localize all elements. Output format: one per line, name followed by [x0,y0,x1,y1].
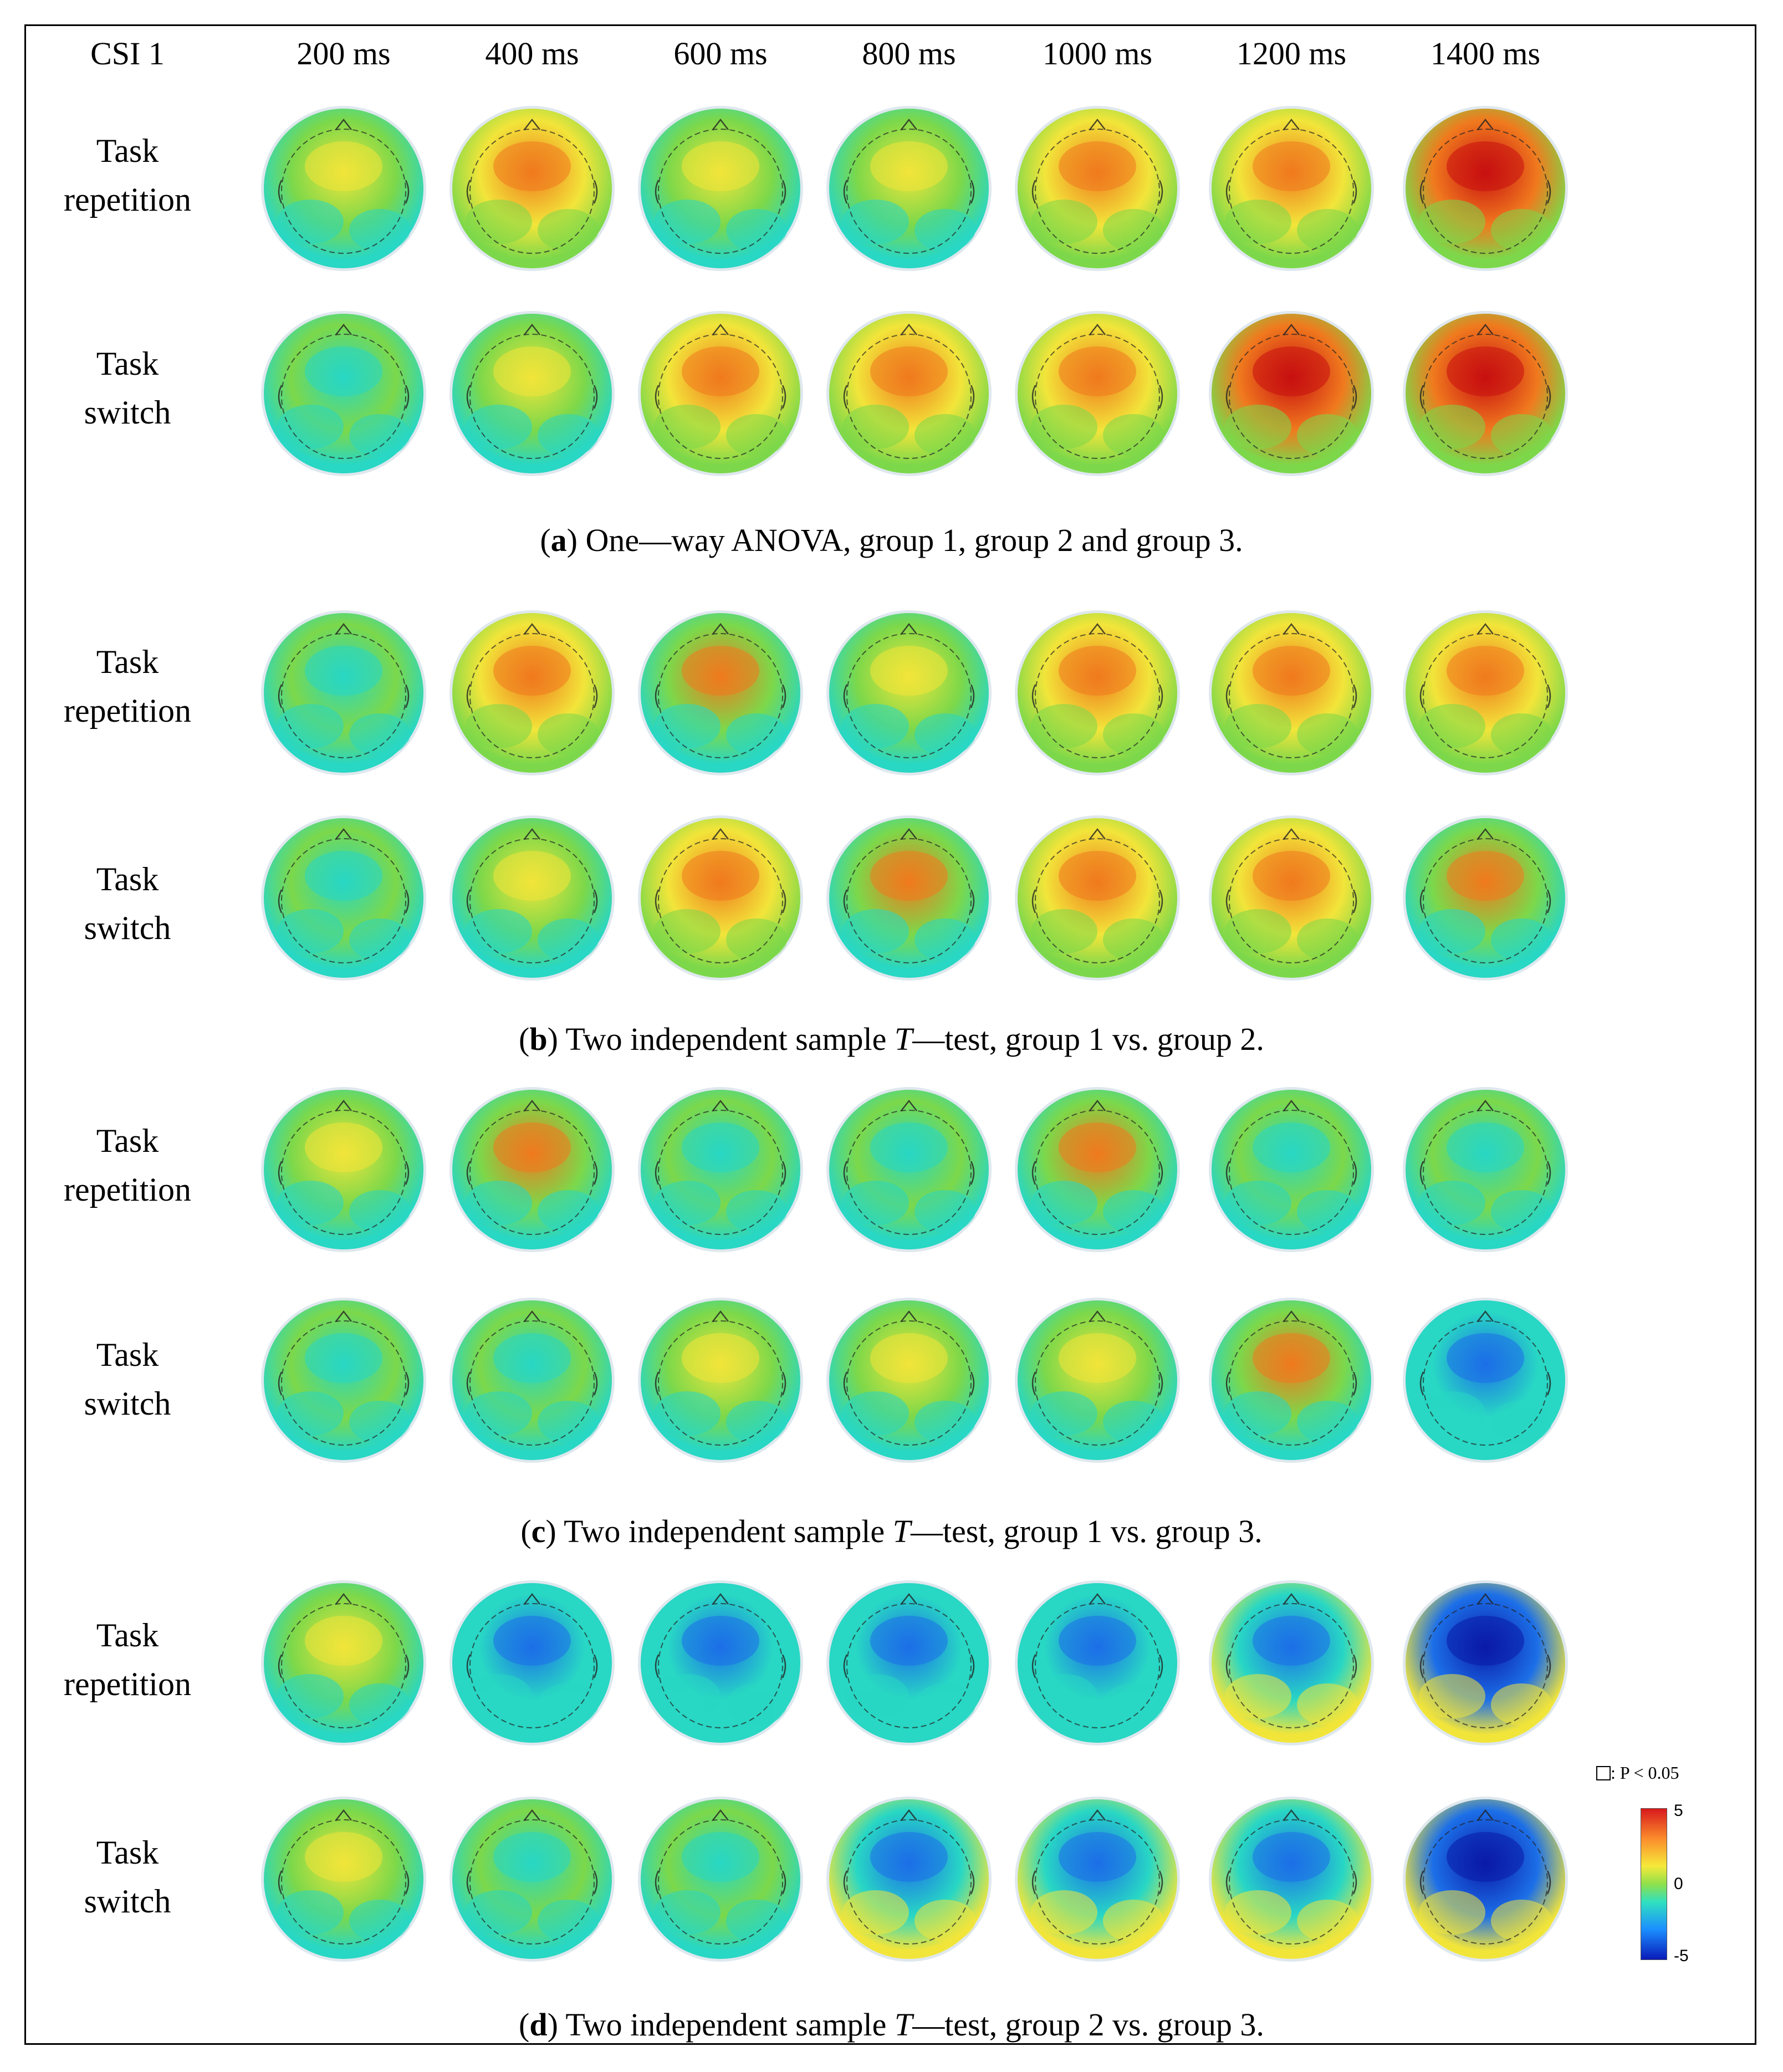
topomap-a-switch-0 [260,310,427,477]
time-label-600: 600 ms [673,35,768,72]
topomap-a-repetition-4 [1014,105,1181,272]
topomap-b-switch-5 [1208,815,1375,981]
time-label-1000: 1000 ms [1042,35,1153,72]
significance-square-icon [1596,1766,1611,1780]
row-label-d-repetition: Task repetition [64,1617,191,1702]
row-label-a-repetition: Task repetition [64,132,191,218]
topomap-b-repetition-3 [826,610,992,776]
topomap-c-repetition-2 [637,1086,804,1253]
colorbar-min: -5 [1674,1947,1689,1965]
topomap-b-switch-3 [826,815,992,981]
topomap-b-repetition-0 [260,610,427,776]
topomap-b-repetition-4 [1014,610,1181,776]
topomap-c-repetition-6 [1402,1086,1569,1253]
topomap-a-repetition-2 [637,105,804,272]
topomap-b-switch-2 [637,815,804,981]
topomap-b-repetition-6 [1402,610,1569,776]
caption-d: (d) Two independent sample T—test, group… [519,2007,1264,2043]
topomap-a-repetition-5 [1208,105,1375,272]
topomap-a-repetition-3 [826,105,992,272]
caption-c: (c) Two independent sample T—test, group… [520,1513,1263,1549]
time-label-1400: 1400 ms [1430,35,1541,72]
csi-label: CSI 1 [90,35,165,72]
topomap-d-repetition-1 [449,1580,615,1746]
topomap-d-switch-6 [1402,1796,1569,1962]
topomap-c-repetition-5 [1208,1086,1375,1253]
topomap-b-switch-6 [1402,815,1569,981]
topomap-c-repetition-4 [1014,1086,1181,1253]
topomap-d-repetition-0 [260,1580,427,1746]
topomap-d-switch-1 [449,1796,615,1962]
topomap-c-switch-1 [449,1297,615,1463]
topomap-d-switch-0 [260,1796,427,1962]
topomap-b-switch-0 [260,815,427,981]
topomap-c-repetition-3 [826,1086,992,1253]
time-label-200: 200 ms [297,35,391,72]
topomap-c-switch-6 [1402,1297,1569,1463]
topomap-c-repetition-0 [260,1086,427,1253]
row-label-c-repetition: Task repetition [64,1122,191,1208]
topomap-b-switch-1 [449,815,615,981]
topomap-c-switch-0 [260,1297,427,1463]
topomap-d-repetition-3 [826,1580,992,1746]
caption-a: (a) One—way ANOVA, group 1, group 2 and … [540,522,1243,558]
row-label-b-switch: Task switch [84,861,171,946]
topomap-a-switch-1 [449,310,615,477]
time-label-1200: 1200 ms [1236,35,1347,72]
topomap-d-repetition-6 [1402,1580,1569,1746]
topomap-c-repetition-1 [449,1086,615,1253]
topomap-a-switch-2 [637,310,804,477]
topomap-b-switch-4 [1014,815,1181,981]
topomap-d-switch-5 [1208,1796,1375,1962]
topomap-a-repetition-0 [260,105,427,272]
significance-legend: : P < 0.05 [1596,1763,1679,1783]
row-label-c-switch: Task switch [84,1336,171,1422]
topomap-d-switch-2 [637,1796,804,1962]
topomap-d-repetition-4 [1014,1580,1181,1746]
topomap-c-switch-3 [826,1297,992,1463]
topomap-c-switch-4 [1014,1297,1181,1463]
caption-b: (b) Two independent sample T—test, group… [519,1021,1264,1057]
row-label-d-switch: Task switch [84,1834,171,1920]
time-label-400: 400 ms [485,35,579,72]
colorbar-max: 5 [1674,1801,1683,1820]
topomap-b-repetition-2 [637,610,804,776]
figure-frame [24,24,1756,2045]
time-label-800: 800 ms [862,35,956,72]
topomap-c-switch-2 [637,1297,804,1463]
topomap-b-repetition-5 [1208,610,1375,776]
topomap-d-switch-3 [826,1796,992,1962]
topomap-d-switch-4 [1014,1796,1181,1962]
row-label-b-repetition: Task repetition [64,644,191,729]
row-label-a-switch: Task switch [84,345,171,431]
topomap-a-switch-3 [826,310,992,477]
colorbar-mid: 0 [1674,1875,1683,1893]
significance-text: : P < 0.05 [1611,1763,1679,1783]
colorbar [1641,1808,1667,1960]
topomap-c-switch-5 [1208,1297,1375,1463]
topomap-d-repetition-5 [1208,1580,1375,1746]
topomap-d-repetition-2 [637,1580,804,1746]
topomap-a-switch-5 [1208,310,1375,477]
topomap-b-repetition-1 [449,610,615,776]
topomap-a-switch-4 [1014,310,1181,477]
topomap-a-switch-6 [1402,310,1569,477]
topomap-a-repetition-1 [449,105,615,272]
topomap-a-repetition-6 [1402,105,1569,272]
